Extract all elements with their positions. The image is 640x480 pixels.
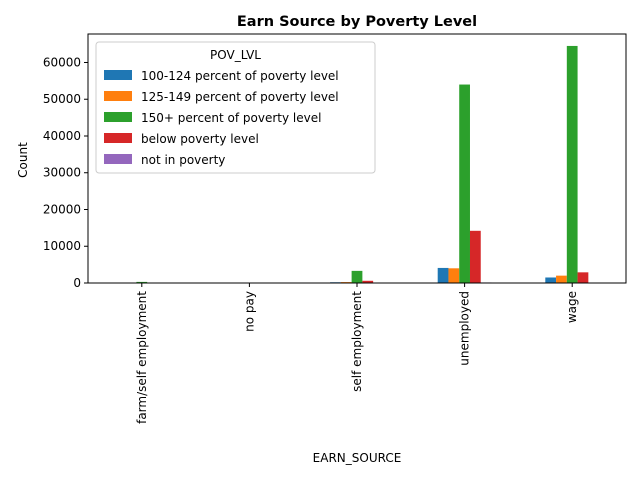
bar-unemployed-3 bbox=[469, 230, 481, 283]
legend-label: not in poverty bbox=[141, 153, 225, 167]
legend-label: 150+ percent of poverty level bbox=[141, 111, 321, 125]
legend-label: 125-149 percent of poverty level bbox=[141, 90, 339, 104]
bar-self-employment-3 bbox=[362, 280, 374, 283]
bar-unemployed-2 bbox=[459, 84, 470, 283]
legend-title: POV_LVL bbox=[210, 48, 261, 62]
bar-wage-1 bbox=[556, 275, 567, 283]
x-tick-label: farm/self employment bbox=[135, 291, 149, 424]
legend-swatch bbox=[104, 91, 132, 101]
x-axis-ticks: farm/self employment no pay self employmen… bbox=[135, 283, 579, 424]
legend-swatch bbox=[104, 70, 132, 80]
x-tick-label: no pay bbox=[242, 291, 256, 332]
bar-unemployed-1 bbox=[448, 268, 460, 283]
y-axis-label: Count bbox=[16, 142, 30, 178]
y-tick-label: 30000 bbox=[43, 166, 81, 180]
bar-wage-3 bbox=[577, 272, 589, 283]
legend: POV_LVL 100-124 percent of poverty level 1… bbox=[95, 41, 376, 174]
x-tick-label: unemployed bbox=[458, 291, 472, 366]
legend-swatch bbox=[104, 154, 132, 164]
bars-group bbox=[114, 45, 589, 283]
y-tick-label: 50000 bbox=[43, 92, 81, 106]
legend-box bbox=[95, 41, 376, 174]
bar-farm-self-employment-2 bbox=[136, 281, 148, 283]
legend-swatch bbox=[104, 133, 132, 143]
y-tick-label: 60000 bbox=[43, 55, 81, 69]
y-tick-label: 40000 bbox=[43, 129, 81, 143]
y-axis-ticks: 0 10000 20000 30000 40000 50000 60000 bbox=[43, 55, 88, 290]
x-tick-label: self employment bbox=[350, 291, 364, 392]
y-tick-label: 10000 bbox=[43, 239, 81, 253]
legend-swatch bbox=[104, 112, 132, 122]
plot-frame bbox=[87, 33, 627, 284]
x-axis-label: EARN_SOURCE bbox=[313, 451, 402, 465]
legend-label: below poverty level bbox=[141, 132, 259, 146]
x-tick-label: wage bbox=[565, 291, 579, 323]
bar-wage-0 bbox=[545, 277, 557, 283]
bar-unemployed-0 bbox=[437, 267, 449, 283]
legend-label: 100-124 percent of poverty level bbox=[141, 69, 339, 83]
chart-title: Earn Source by Poverty Level bbox=[237, 14, 477, 30]
y-tick-label: 0 bbox=[73, 276, 81, 290]
y-tick-label: 20000 bbox=[43, 202, 81, 216]
bar-wage-2 bbox=[566, 45, 578, 283]
bar-self-employment-2 bbox=[351, 270, 363, 283]
